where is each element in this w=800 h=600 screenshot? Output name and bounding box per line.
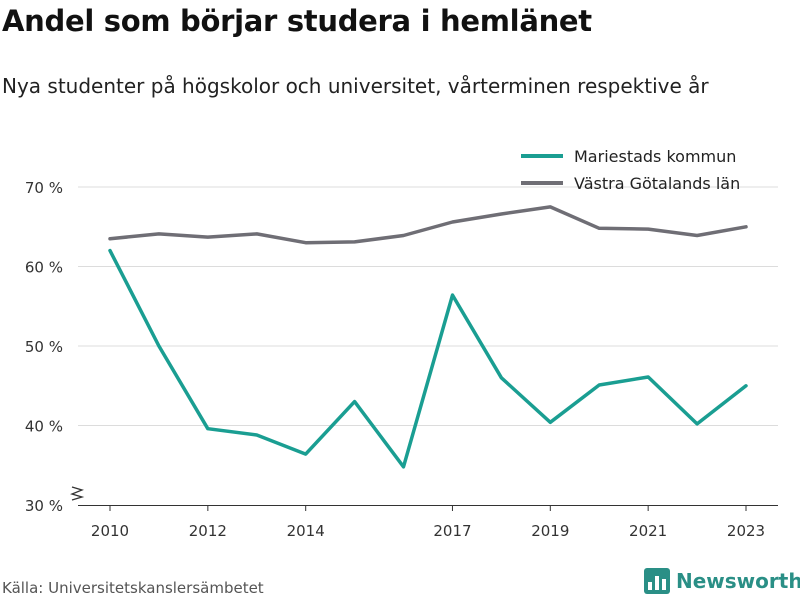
legend-label: Västra Götalands län — [574, 174, 740, 193]
newsworthy-logo-icon — [644, 568, 670, 594]
x-tick-label: 2017 — [433, 522, 471, 540]
y-tick-label: 30 % — [25, 497, 63, 515]
brand-name: Newsworthy — [676, 569, 800, 593]
legend-label: Mariestads kommun — [574, 147, 736, 166]
series-line-1 — [108, 205, 748, 245]
chart-title: Andel som börjar studera i hemlänet — [2, 4, 592, 38]
x-tick-label: 2010 — [91, 522, 129, 540]
y-tick-label: 40 % — [25, 418, 63, 436]
series-line-0 — [108, 248, 748, 469]
axis-break-icon — [70, 486, 85, 501]
chart-subtitle: Nya studenter på högskolor och universit… — [2, 74, 709, 98]
source-note: Källa: Universitetskanslersämbetet — [2, 579, 264, 597]
y-tick-label: 60 % — [25, 259, 63, 277]
x-tick-label: 2021 — [629, 522, 667, 540]
x-tick-label: 2014 — [287, 522, 325, 540]
line-chart: 30 % 40 % 50 % 60 % 70 % 2010 2012 2014 2017 2019… — [25, 147, 778, 540]
y-tick-label: 50 % — [25, 338, 63, 356]
x-tick-label: 2012 — [189, 522, 227, 540]
x-tick-label: 2019 — [531, 522, 569, 540]
x-tick-label: 2023 — [727, 522, 765, 540]
y-tick-label: 70 % — [25, 179, 63, 197]
brand-logo: Newsworthy — [644, 568, 800, 594]
